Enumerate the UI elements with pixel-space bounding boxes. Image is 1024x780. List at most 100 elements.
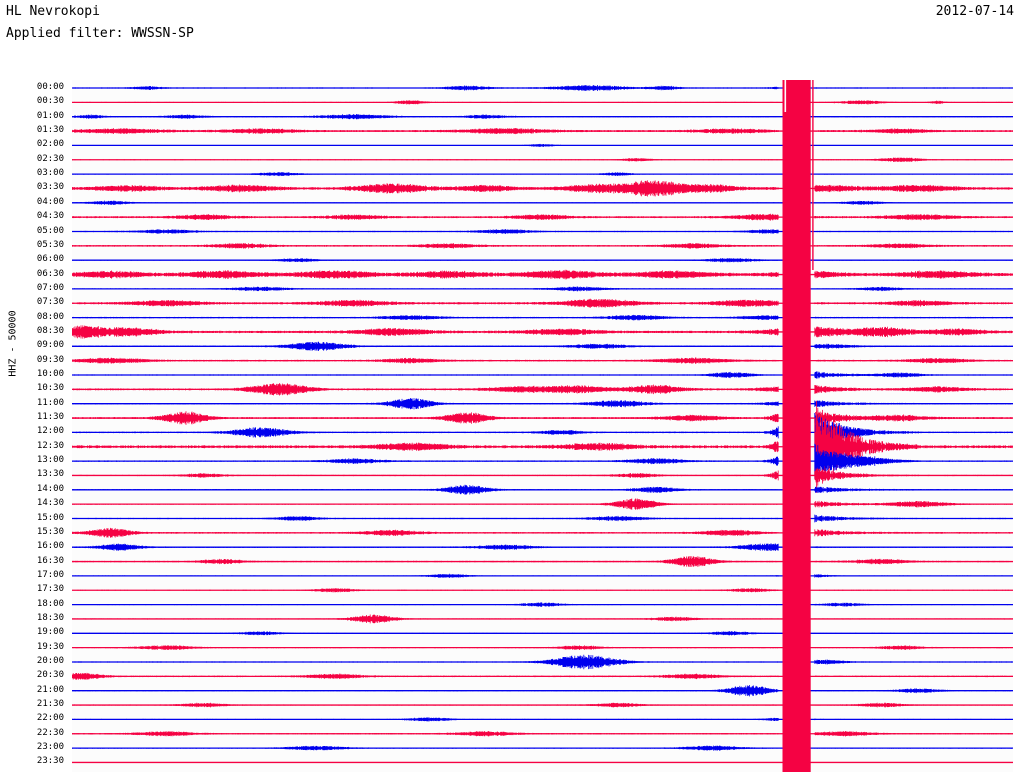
trace-row <box>72 325 1013 339</box>
time-label: 13:30 <box>36 469 64 480</box>
time-label: 01:00 <box>36 110 64 121</box>
time-label: 22:00 <box>36 713 64 724</box>
trace-row <box>72 114 1011 120</box>
trace-row <box>74 573 1013 579</box>
time-label: 05:30 <box>36 239 64 250</box>
time-label: 18:00 <box>36 598 64 609</box>
trace-row <box>72 258 1012 263</box>
time-label: 12:00 <box>36 426 64 437</box>
trace-canvas <box>72 80 1013 772</box>
trace-row <box>72 556 1009 568</box>
time-label: 22:30 <box>36 727 64 738</box>
time-label: 04:30 <box>36 211 64 222</box>
trace-row <box>72 717 1010 722</box>
time-label: 18:30 <box>36 612 64 623</box>
time-label: 09:00 <box>36 340 64 351</box>
trace-row <box>72 172 1012 177</box>
trace-row <box>72 410 1013 426</box>
trace-row <box>72 484 1013 495</box>
time-label: 14:00 <box>36 483 64 494</box>
trace-row <box>72 383 1013 396</box>
clipped-event-band <box>782 80 811 772</box>
trace-row <box>72 543 1011 551</box>
trace-row <box>72 730 1013 737</box>
time-label: 13:00 <box>36 455 64 466</box>
time-label: 04:00 <box>36 196 64 207</box>
trace-row <box>72 654 1012 670</box>
trace-row <box>72 200 997 205</box>
time-label: 10:00 <box>36 369 64 379</box>
trace-row <box>74 100 1009 105</box>
time-label: 16:00 <box>36 541 64 552</box>
time-label: 23:30 <box>36 756 64 767</box>
trace-row <box>72 527 1013 538</box>
trace-row <box>72 685 1011 697</box>
time-label: 11:30 <box>36 412 64 423</box>
time-label: 09:30 <box>36 354 64 365</box>
time-label: 21:30 <box>36 699 64 710</box>
time-label: 12:30 <box>36 440 64 451</box>
time-label: 06:00 <box>36 254 64 265</box>
trace-row <box>72 180 1013 197</box>
trace-row <box>72 314 1013 321</box>
trace-row <box>72 213 1013 221</box>
trace-row <box>72 745 1012 751</box>
trace-row <box>72 286 1012 292</box>
trace-row <box>72 400 1013 493</box>
time-label: 08:30 <box>36 325 64 336</box>
trace-row <box>72 443 1013 479</box>
trace-row <box>72 341 1013 351</box>
trace-row <box>72 298 1012 308</box>
time-label: 01:30 <box>36 125 64 136</box>
band-notch <box>784 80 787 112</box>
time-label: 15:00 <box>36 512 64 523</box>
trace-row <box>72 645 1012 650</box>
time-label: 20:00 <box>36 656 64 666</box>
trace-row <box>72 398 1011 410</box>
trace-row <box>72 371 1012 379</box>
time-label: 14:30 <box>36 498 64 509</box>
time-label: 07:00 <box>36 282 64 293</box>
helicorder-plot <box>72 80 1013 772</box>
trace-row <box>72 84 1013 92</box>
trace-row <box>74 602 1008 607</box>
filter-label: Applied filter: WWSSN-SP <box>6 26 194 41</box>
trace-row <box>72 498 1013 510</box>
station-title: HL Nevrokopi <box>6 4 100 19</box>
trace-row <box>72 357 1013 364</box>
time-label: 21:00 <box>36 684 64 695</box>
time-label: 06:30 <box>36 268 64 279</box>
time-label: 02:30 <box>36 153 64 164</box>
time-label: 00:00 <box>36 82 64 92</box>
trace-row <box>75 229 1011 234</box>
time-label: 05:00 <box>36 225 64 236</box>
time-label: 17:30 <box>36 584 64 595</box>
trace-row <box>72 702 1013 708</box>
time-label: 03:00 <box>36 168 64 179</box>
time-label: 20:30 <box>36 670 64 681</box>
time-label: 03:30 <box>36 182 64 193</box>
time-label: 02:00 <box>36 139 64 150</box>
time-label: 15:30 <box>36 526 64 537</box>
trace-row <box>77 588 1009 593</box>
date-label: 2012-07-14 <box>935 4 1014 19</box>
band-side-spike <box>812 80 814 270</box>
time-label: 10:30 <box>36 383 64 394</box>
trace-row <box>72 242 1011 249</box>
time-label: 19:00 <box>36 627 64 638</box>
trace-row <box>72 127 1013 135</box>
trace-row <box>74 631 1005 636</box>
trace-row <box>72 672 1013 680</box>
trace-row <box>72 468 1010 483</box>
time-label: 11:00 <box>36 397 64 408</box>
time-label: 16:30 <box>36 555 64 566</box>
time-label: 17:00 <box>36 569 64 580</box>
time-label: 23:00 <box>36 742 64 753</box>
trace-row <box>72 157 1004 162</box>
time-label: 07:30 <box>36 297 64 308</box>
time-label: 00:30 <box>36 96 64 107</box>
trace-row <box>72 614 1013 624</box>
trace-row <box>72 269 1013 280</box>
time-label: 19:30 <box>36 641 64 652</box>
